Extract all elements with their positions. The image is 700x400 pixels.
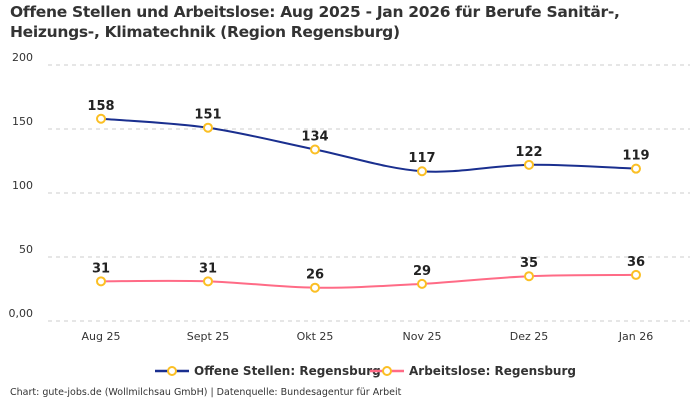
y-tick-label: 100 xyxy=(12,179,33,192)
legend-marker-icon xyxy=(382,366,392,376)
data-point xyxy=(417,166,427,177)
legend-label: Arbeitslose: Regensburg xyxy=(409,364,576,378)
data-label: 29 xyxy=(413,264,431,279)
data-point xyxy=(203,276,213,287)
data-point xyxy=(96,276,106,287)
data-point xyxy=(310,282,320,293)
legend-marker-icon xyxy=(167,366,177,376)
data-label: 117 xyxy=(408,151,435,166)
data-label: 31 xyxy=(92,261,110,276)
data-point xyxy=(631,269,641,280)
y-tick-label: 150 xyxy=(12,115,33,128)
data-label: 31 xyxy=(199,261,217,276)
x-tick-label: Jan 26 xyxy=(618,330,653,343)
data-label: 36 xyxy=(627,255,645,270)
legend-label: Offene Stellen: Regensburg xyxy=(194,364,381,378)
y-tick-label: 0,00 xyxy=(9,307,34,320)
series-line xyxy=(100,273,637,289)
x-tick-label: Okt 25 xyxy=(297,330,334,343)
data-label: 158 xyxy=(87,99,114,114)
data-point xyxy=(417,278,427,289)
chart-title: Offene Stellen und Arbeitslose: Aug 2025… xyxy=(10,3,620,41)
x-tick-label: Dez 25 xyxy=(510,330,549,343)
x-tick-label: Aug 25 xyxy=(82,330,121,343)
y-tick-label: 200 xyxy=(12,51,33,64)
x-tick-label: Sept 25 xyxy=(187,330,230,343)
data-label: 122 xyxy=(515,145,542,160)
data-label: 26 xyxy=(306,268,324,283)
data-label: 134 xyxy=(301,129,328,144)
data-point xyxy=(524,159,534,170)
data-label: 151 xyxy=(194,108,221,123)
data-label: 35 xyxy=(520,256,538,271)
data-point xyxy=(631,163,641,174)
data-point xyxy=(96,113,106,124)
data-point xyxy=(203,122,213,133)
data-label: 119 xyxy=(622,149,649,164)
data-point xyxy=(310,144,320,155)
series-line xyxy=(100,117,637,173)
x-tick-label: Nov 25 xyxy=(403,330,442,343)
y-tick-label: 50 xyxy=(19,243,33,256)
chart-source-footer: Chart: gute-jobs.de (Wollmilchsau GmbH) … xyxy=(10,387,402,398)
data-point xyxy=(524,271,534,282)
